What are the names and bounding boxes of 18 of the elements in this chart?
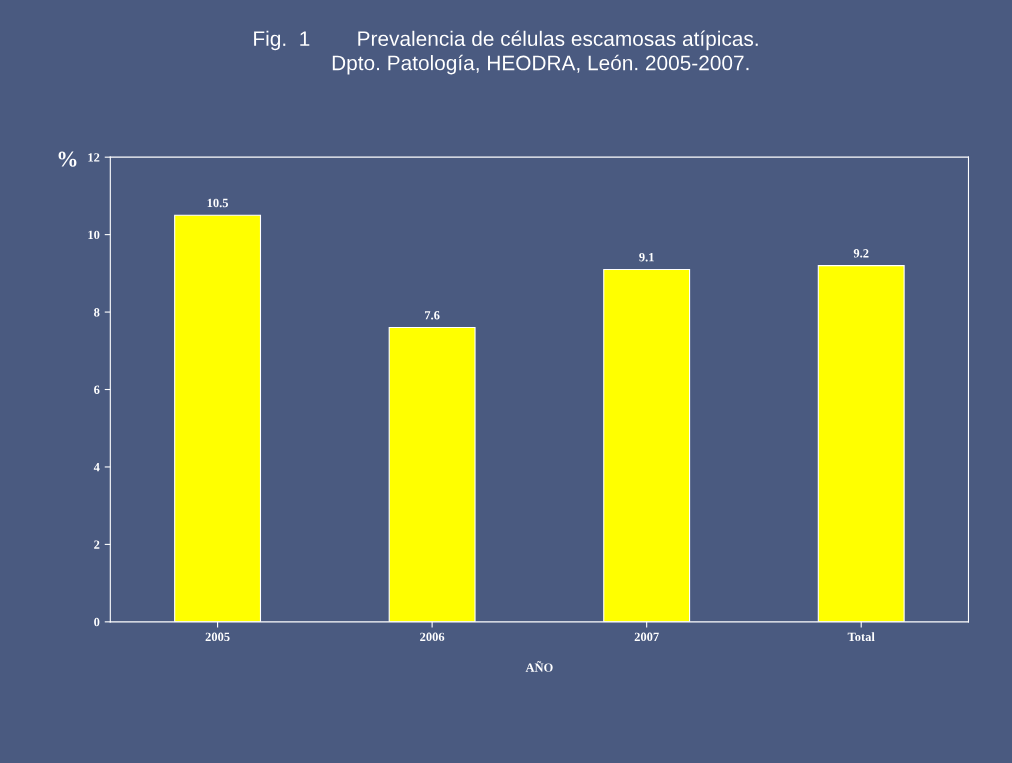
data-label: 10.5: [207, 198, 229, 208]
chart-title: Fig. 1 Prevalencia de células escamosas atípicas. Dpto. Patología, HEODRA, León. 2005-2007.: [254, 30, 758, 75]
y-tick-label: 4: [93, 463, 100, 472]
x-tick-label: 2006: [420, 632, 445, 642]
y-tick-label: 6: [94, 385, 100, 394]
x-tick-label: Total: [847, 632, 875, 642]
y-tick-label: 10: [88, 230, 100, 240]
data-label: 9.1: [639, 252, 654, 262]
y-tick-label: 0: [94, 617, 100, 627]
y-axis-title: %: [58, 151, 77, 167]
data-label: 9.2: [853, 249, 869, 258]
y-tick-label: 12: [88, 153, 100, 162]
data-label: 7.6: [425, 311, 440, 320]
y-tick-label: 2: [94, 540, 100, 549]
x-tick-label: 2005: [205, 632, 230, 642]
x-axis-title: AÑO: [525, 661, 553, 672]
y-tick-label: 8: [94, 308, 100, 317]
x-tick-label: 2007: [634, 632, 659, 642]
